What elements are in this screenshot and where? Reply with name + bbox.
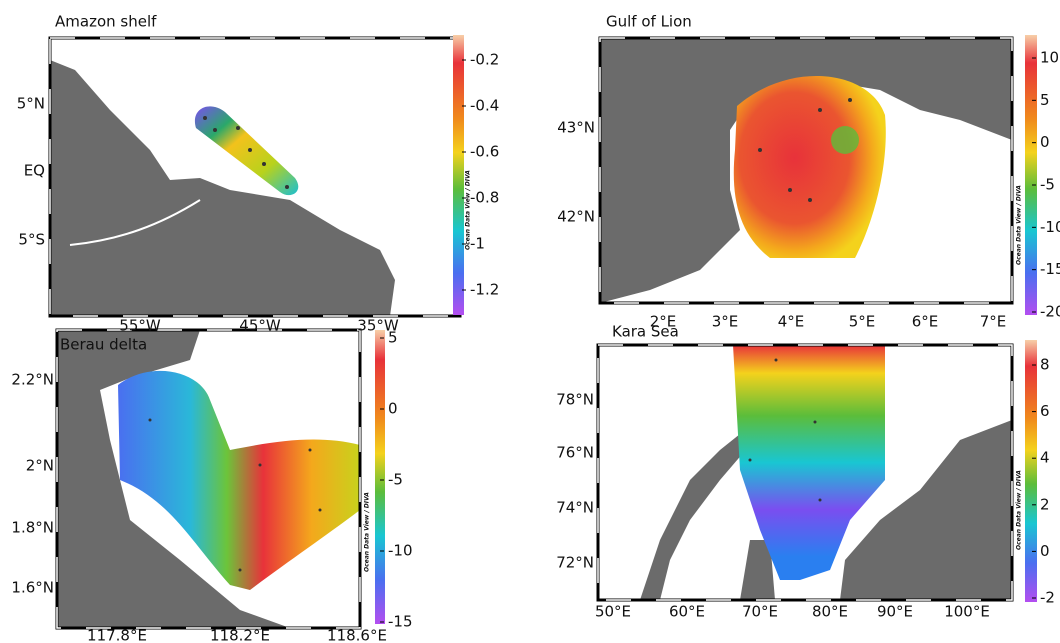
y-tick-label: 74°N [556,499,594,517]
colorbar-tick-label: -2 [1040,589,1055,607]
colorbar-tick-label: 0 [1040,542,1050,560]
colorbar-tick-label: 5 [1040,91,1050,109]
watermark: Ocean Data View / DIVA [1016,470,1023,550]
panel-title: Kara Sea [612,323,679,341]
colorbar-tick-label: -5 [388,471,403,489]
colorbar-tick-label: 2 [1040,495,1050,513]
colorbar-tick-label: -20 [1040,303,1060,321]
watermark: Ocean Data View / DIVA [1016,185,1023,265]
panel-title: Gulf of Lion [606,13,692,31]
y-tick-label: 2.2°N [11,371,54,389]
kara-map [598,340,1037,602]
watermark: Ocean Data View / DIVA [465,170,472,250]
colorbar-tick-label: 10 [1040,49,1059,67]
colorbar-tick-label: 0 [1040,133,1050,151]
y-tick-label: 1.8°N [11,519,54,537]
x-tick-label: 118.6°E [327,627,387,643]
colorbar-tick-label: 6 [1040,402,1050,420]
watermark: Ocean Data View / DIVA [364,492,371,572]
x-tick-label: 7°E [980,313,1007,331]
y-tick-label: 2°N [26,457,54,475]
x-tick-label: 117.8°E [87,627,147,643]
colorbar-tick-label: -0.4 [470,97,499,115]
x-tick-label: 118.2°E [210,627,270,643]
x-tick-label: 100°E [944,603,990,621]
y-tick-label: 42°N [557,208,595,226]
y-tick-label: 1.6°N [11,579,54,597]
berau-map [57,330,385,628]
colorbar-tick-label: -10 [1040,218,1060,236]
x-tick-label: 80°E [812,603,848,621]
x-tick-label: 6°E [912,313,939,331]
colorbar-tick-label: 0 [388,400,398,418]
y-tick-label: EQ [24,162,45,180]
figure: Amazon shelf55°W45°W35°W5°NEQ5°S-0.2-0.4… [0,0,1060,643]
colorbar-tick-label: 4 [1040,449,1050,467]
x-tick-label: 70°E [742,603,778,621]
y-tick-label: 5°S [18,231,45,249]
colorbar-tick-label: -15 [388,613,413,631]
colorbar-tick-label: -0.2 [470,51,499,69]
y-tick-label: 72°N [556,554,594,572]
colorbar-tick-label: -5 [1040,176,1055,194]
colorbar-tick-label: 8 [1040,356,1050,374]
x-tick-label: 55°W [119,317,161,335]
amazon-map [50,35,464,316]
colorbar-tick-label: -0.6 [470,143,499,161]
y-tick-label: 43°N [557,119,595,137]
y-tick-label: 5°N [17,95,45,113]
colorbar-tick-label: 5 [388,329,398,347]
x-tick-label: 4°E [778,313,805,331]
x-tick-label: 3°E [712,313,739,331]
x-tick-label: 5°E [849,313,876,331]
panel-title: Amazon shelf [55,13,157,31]
y-tick-label: 76°N [556,444,594,462]
x-tick-label: 45°W [239,317,281,335]
colorbar-tick-label: -1.2 [470,281,499,299]
gulf-of-lion-map [600,35,1037,315]
y-tick-label: 78°N [556,391,594,409]
colorbar-tick-label: -0.8 [470,189,499,207]
colorbar-tick-label: -15 [1040,260,1060,278]
x-tick-label: 90°E [877,603,913,621]
x-tick-label: 50°E [595,603,631,621]
colorbar-tick-label: -1 [470,235,485,253]
x-tick-label: 60°E [669,603,705,621]
panel-title: Berau delta [60,336,147,354]
colorbar-tick-label: -10 [388,542,413,560]
